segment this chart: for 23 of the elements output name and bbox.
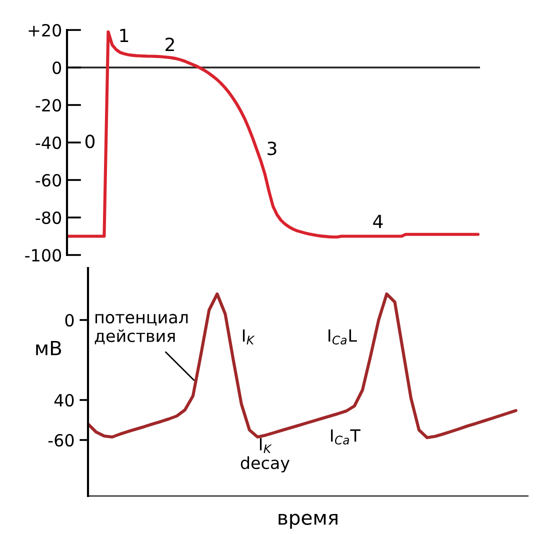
y-tick-label: 40: [54, 394, 74, 407]
y-axis-title: мВ: [36, 340, 62, 356]
y-tick-label: -20: [36, 98, 62, 112]
annotation: 1: [120, 28, 128, 42]
y-tick-label: -100: [25, 248, 62, 262]
annotation: I$_{K}$ decay: [240, 438, 290, 472]
annotation: I$_{Ca}$L: [328, 329, 357, 344]
annotation: потенциал действия: [94, 314, 188, 344]
annotation: I$_{Ca}$T: [331, 429, 360, 444]
y-tick-label: 0: [52, 61, 62, 74]
annotation: 3: [268, 142, 276, 156]
annotation: 2: [166, 38, 174, 51]
x-axis-title: время: [278, 514, 338, 529]
y-tick-label: +20: [28, 24, 62, 37]
y-tick-label: -80: [36, 211, 62, 224]
annotation: 0: [85, 134, 95, 148]
annotation: I$_{K}$: [242, 329, 255, 344]
annotation: 4: [373, 214, 383, 228]
y-tick-label: 0: [65, 314, 74, 327]
line-series: [67, 30, 480, 239]
y-tick-label: -60: [48, 434, 74, 447]
y-tick-label: -40: [36, 136, 62, 150]
y-tick-label: -60: [36, 174, 62, 187]
